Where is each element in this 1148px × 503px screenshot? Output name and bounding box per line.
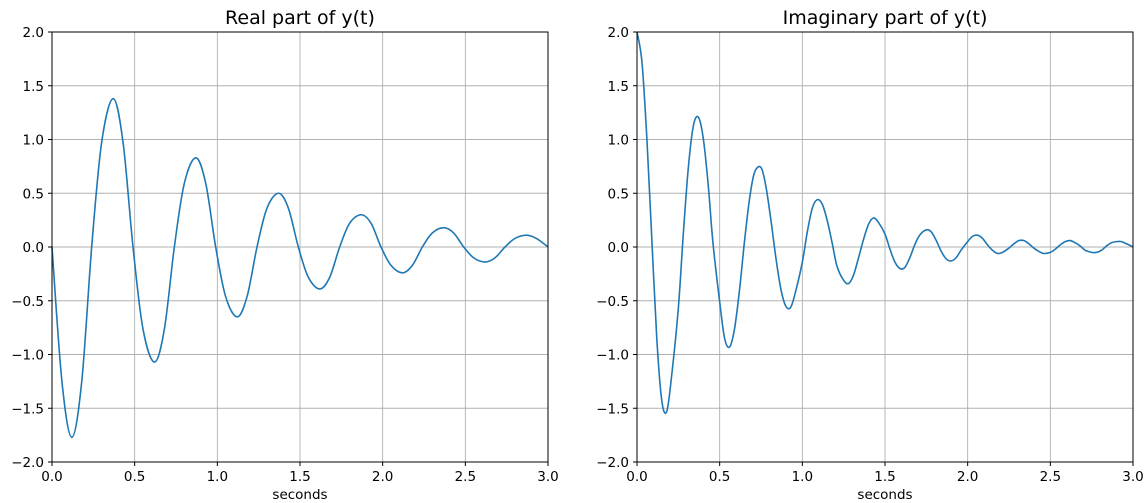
real-part-x-tick-label: 2.5 xyxy=(455,469,476,485)
imaginary-part-y-tick-label: 0.5 xyxy=(608,186,629,202)
imaginary-part-x-tick-label: 0.5 xyxy=(709,469,730,485)
imaginary-part-y-tick-label: −0.5 xyxy=(596,294,629,310)
imaginary-part-x-tick-label: 0.0 xyxy=(626,469,647,485)
real-part-y-tick-label: −0.5 xyxy=(11,294,44,310)
imaginary-part-series-line xyxy=(636,31,1134,415)
imaginary-part-x-tick-label: 2.5 xyxy=(1040,469,1061,485)
imaginary-part-title: Imaginary part of y(t) xyxy=(783,7,988,29)
real-part-series-line xyxy=(51,97,549,439)
imaginary-part-x-tick-label: 2.0 xyxy=(957,469,978,485)
real-part-x-tick-label: 0.5 xyxy=(124,469,145,485)
imaginary-part-x-tick-label: 1.0 xyxy=(792,469,813,485)
real-part-x-tick-label: 3.0 xyxy=(537,469,558,485)
real-part-x-tick-label: 0.0 xyxy=(41,469,62,485)
real-part-y-tick-label: 2.0 xyxy=(23,25,44,41)
real-part-ticks: 0.0 0.5 1.0 1.5 2.0 2.5 3.0 2.0 1.5 1.0 0.5 0.0 −0.5… xyxy=(11,25,559,485)
real-part-title: Real part of y(t) xyxy=(225,7,375,29)
imaginary-part-y-tick-label: −1.5 xyxy=(596,401,629,417)
imaginary-part-x-tick-label: 1.5 xyxy=(874,469,895,485)
real-part-y-tick-label: 1.0 xyxy=(23,133,44,149)
imaginary-part-y-tick-label: 1.5 xyxy=(608,79,629,95)
real-part-y-tick-label: −2.0 xyxy=(11,455,44,471)
imaginary-part-plot-area xyxy=(636,31,1134,415)
imaginary-part-x-tick-label: 3.0 xyxy=(1122,469,1143,485)
real-part-y-tick-label: 1.5 xyxy=(23,79,44,95)
imaginary-part-axes-frame xyxy=(636,31,1134,463)
imaginary-part-ticks: 0.0 0.5 1.0 1.5 2.0 2.5 3.0 2.0 1.5 1.0 0.5 0.0 −0.5… xyxy=(596,25,1144,485)
real-part-y-tick-label: 0.5 xyxy=(23,186,44,202)
real-part-y-tick-label: 0.0 xyxy=(23,240,44,256)
real-part-x-tick-label: 2.0 xyxy=(372,469,393,485)
real-part-y-tick-label: −1.5 xyxy=(11,401,44,417)
real-part-y-tick-label: −1.0 xyxy=(11,348,44,364)
real-part-x-axis-label: seconds xyxy=(272,487,327,503)
imaginary-part-y-tick-label: 1.0 xyxy=(608,133,629,149)
real-part-plot-area xyxy=(51,97,549,439)
imaginary-part-x-axis-label: seconds xyxy=(857,487,912,503)
imaginary-part-y-tick-label: 2.0 xyxy=(608,25,629,41)
real-part-x-tick-label: 1.5 xyxy=(289,469,310,485)
imaginary-part-y-tick-label: −2.0 xyxy=(596,455,629,471)
imaginary-part-subplot: Imaginary part of y(t) 0.0 0.5 1.0 1.5 2.0 2.… xyxy=(596,7,1144,503)
real-part-axes-frame xyxy=(51,31,549,463)
real-part-subplot: Real part of y(t) 0.0 0.5 1.0 1.5 2.0 2.5 3.0 2… xyxy=(11,7,559,503)
real-part-grid xyxy=(51,31,549,463)
imaginary-part-y-tick-label: 0.0 xyxy=(608,240,629,256)
imaginary-part-y-tick-label: −1.0 xyxy=(596,348,629,364)
real-part-x-tick-label: 1.0 xyxy=(207,469,228,485)
